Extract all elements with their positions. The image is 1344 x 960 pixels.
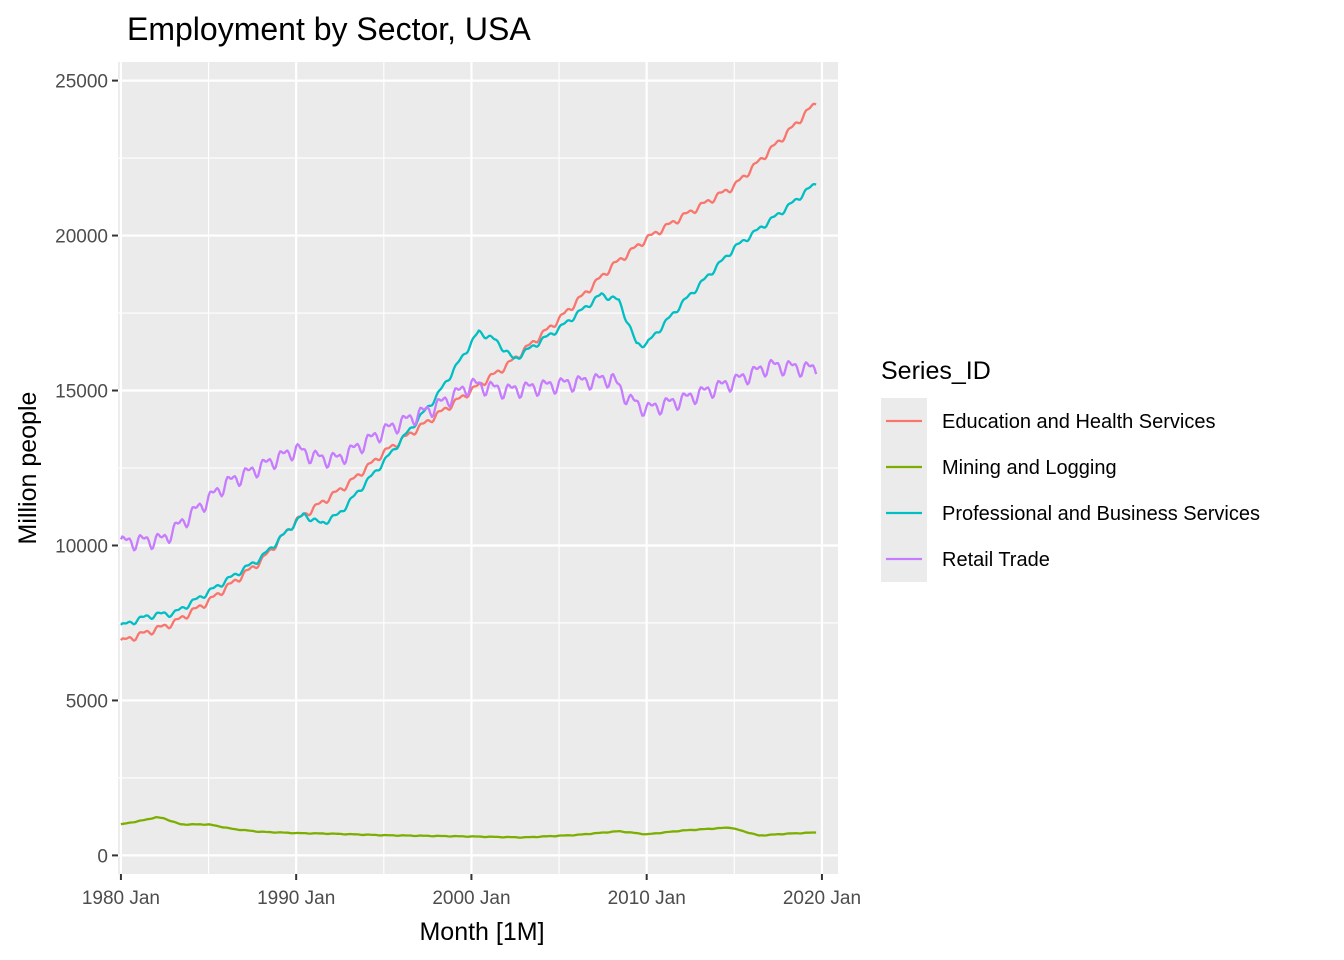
legend-label-retail-trade: Retail Trade: [942, 549, 1050, 571]
y-tick-label: 5000: [66, 691, 108, 712]
legend-label-professional-and-business-services: Professional and Business Services: [942, 503, 1260, 525]
legend-title: Series_ID: [881, 357, 991, 385]
y-axis: 0 5000 10000 15000 20000 25000: [55, 72, 118, 868]
y-tick-label: 0: [97, 846, 108, 867]
legend-label-mining-and-logging: Mining and Logging: [942, 457, 1117, 479]
legend-items: Education and Health Services Mining and …: [881, 398, 1260, 582]
y-tick-label: 10000: [55, 536, 108, 557]
y-tick-label: 20000: [55, 227, 108, 248]
legend-label-education-and-health-services: Education and Health Services: [942, 411, 1216, 433]
x-tick-label: 2010 Jan: [608, 888, 686, 909]
x-axis-title: Month [1M]: [419, 918, 544, 946]
y-axis-title: Million people: [14, 392, 42, 545]
y-tick-label: 25000: [55, 72, 108, 93]
x-tick-label: 2000 Jan: [432, 888, 510, 909]
x-tick-label: 1990 Jan: [257, 888, 335, 909]
y-tick-label: 15000: [55, 382, 108, 403]
x-axis: 1980 Jan 1990 Jan 2000 Jan 2010 Jan 2020 Jan: [82, 874, 861, 909]
chart-title: Employment by Sector, USA: [127, 11, 531, 47]
x-tick-label: 2020 Jan: [783, 888, 861, 909]
x-tick-label: 1980 Jan: [82, 888, 160, 909]
legend: Series_ID Education and Health Services M…: [881, 357, 1260, 582]
